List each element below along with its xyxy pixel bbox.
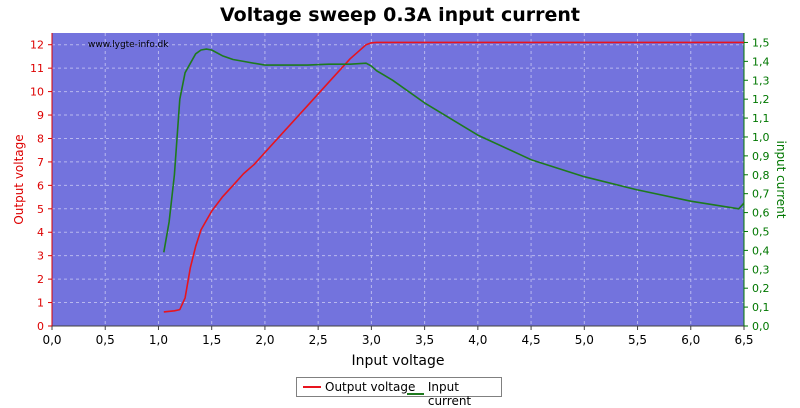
x-tick-label: 2,0 [255, 333, 274, 347]
x-tick-label: 3,5 [415, 333, 434, 347]
y-left-tick-label: 12 [30, 39, 44, 52]
y-left-tick-label: 6 [37, 179, 44, 192]
plot-area [52, 33, 744, 326]
y-left-axis-title: Output voltage [12, 134, 26, 224]
y-right-tick-label: 0,4 [752, 244, 770, 257]
y-right-tick-label: 1,2 [752, 93, 770, 106]
x-axis-title: Input voltage [351, 353, 444, 369]
y-right-tick-label: 1,1 [752, 112, 770, 125]
y-left-tick-label: 8 [37, 132, 44, 145]
y-left-tick-label: 11 [30, 62, 44, 75]
x-tick-label: 6,0 [681, 333, 700, 347]
y-right-tick-label: 0,1 [752, 301, 770, 314]
legend: Output voltage Input current [296, 377, 502, 408]
y-left-tick-label: 4 [37, 226, 44, 239]
y-left-tick-label: 7 [37, 156, 44, 169]
y-left-tick-label: 5 [37, 203, 44, 216]
y-right-tick-label: 0,3 [752, 263, 770, 276]
x-tick-label: 0,5 [96, 333, 115, 347]
x-tick-label: 4,5 [522, 333, 541, 347]
y-right-axis-title: input current [774, 141, 788, 219]
x-tick-label: 5,0 [575, 333, 594, 347]
y-left-tick-label: 1 [37, 297, 44, 310]
series-line-input-current [163, 48, 745, 253]
legend-label-output: Output voltage [325, 380, 416, 394]
y-right-tick-label: 0,6 [752, 207, 770, 220]
y-right-tick-label: 0,9 [752, 150, 770, 163]
y-left-tick-label: 0 [37, 320, 44, 333]
x-tick-label: 6,5 [734, 333, 753, 347]
y-left-tick-label: 2 [37, 273, 44, 286]
y-left-tick-label: 10 [30, 86, 44, 99]
legend-label-input: Input current [427, 380, 472, 408]
y-right-tick-label: 1,5 [752, 36, 770, 49]
y-right-tick-label: 0,7 [752, 188, 770, 201]
y-right-tick-label: 1,4 [752, 55, 770, 68]
y-right-tick-label: 0,8 [752, 169, 770, 182]
watermark: www.lygte-info.dk [88, 40, 169, 50]
y-left-tick-label: 9 [37, 109, 44, 122]
y-right-tick-label: 0,2 [752, 282, 770, 295]
y-left-tick-label: 3 [37, 250, 44, 263]
legend-item-input: Input current [407, 380, 501, 408]
x-tick-label: 2,5 [309, 333, 328, 347]
x-tick-label: 1,0 [149, 333, 168, 347]
chart-title: Voltage sweep 0.3A input current [220, 4, 580, 26]
y-right-tick-label: 0,5 [752, 225, 770, 238]
y-right-tick-label: 1,3 [752, 74, 770, 87]
x-tick-label: 0,0 [42, 333, 61, 347]
legend-swatch-output [303, 386, 321, 388]
x-tick-label: 5,5 [628, 333, 647, 347]
x-tick-label: 1,5 [202, 333, 221, 347]
y-right-tick-label: 0,0 [752, 320, 770, 333]
x-tick-label: 3,0 [362, 333, 381, 347]
legend-swatch-input [407, 393, 424, 395]
legend-item-output: Output voltage [303, 380, 415, 394]
x-tick-label: 4,0 [468, 333, 487, 347]
series-line-output-voltage [163, 41, 744, 313]
y-right-tick-label: 1,0 [752, 131, 770, 144]
